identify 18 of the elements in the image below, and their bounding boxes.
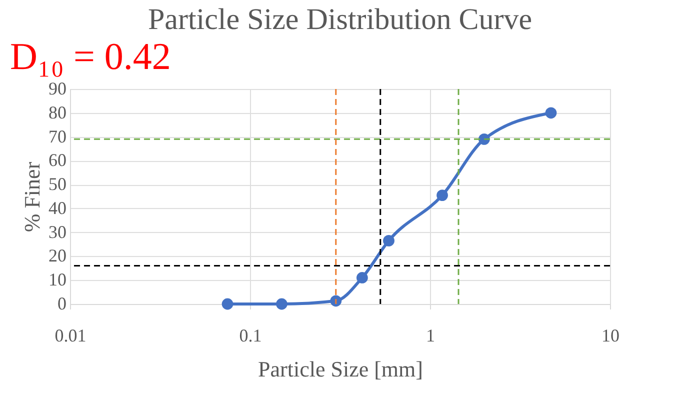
y-tick-label: 30 <box>48 222 66 242</box>
y-tick-label: 40 <box>48 198 66 218</box>
x-tick-label: 10 <box>602 326 620 346</box>
chart-title: Particle Size Distribution Curve <box>148 3 532 36</box>
x-tick-label: 0.1 <box>239 326 262 346</box>
y-tick-label: 50 <box>48 174 66 194</box>
x-axis-title: Particle Size [mm] <box>258 356 423 382</box>
y-axis-title: % Finer <box>20 161 44 232</box>
y-tick-label: 60 <box>48 150 66 170</box>
x-tick-label: 1 <box>426 326 435 346</box>
y-tick-label: 70 <box>48 126 66 146</box>
y-tick-label: 80 <box>48 102 66 122</box>
y-tick-label: 90 <box>48 78 66 98</box>
y-tick-label: 20 <box>48 246 66 266</box>
y-tick-label: 10 <box>48 270 66 290</box>
text: D₁₀ = 0.42 <box>10 36 171 78</box>
x-tick-label: 0.01 <box>54 326 86 346</box>
y-tick-label: 0 <box>58 294 66 314</box>
